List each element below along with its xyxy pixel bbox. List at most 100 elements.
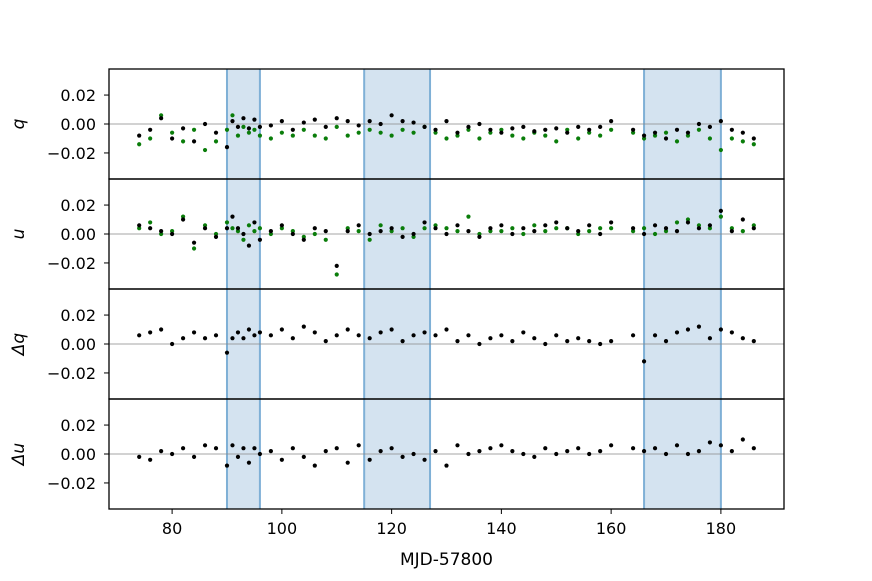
data-point-black [696,226,702,231]
data-point-green [466,214,471,219]
data-point-black [609,339,614,344]
data-point-black [433,449,438,454]
data-point-black [202,336,208,341]
data-point-black [532,454,537,459]
data-point-black [521,451,526,457]
data-point-black [707,223,713,228]
panel-0: 0.02 0.00 −0.02 q [9,68,785,180]
data-point-green [652,231,658,237]
data-point-black [191,240,197,245]
data-point-black [334,116,339,121]
data-point-green [334,124,339,129]
data-point-black [543,446,548,451]
data-point-black [751,226,756,231]
data-point-green [609,226,614,231]
data-point-black [241,231,246,237]
data-point-black [576,336,581,341]
data-point-black [510,126,515,131]
data-point-green [202,223,208,228]
data-point-black [389,226,394,231]
y-axis-label: Δu [9,443,29,468]
data-point-black [301,120,306,125]
y-tick-label: 0.00 [60,225,96,244]
data-point-black [411,333,416,338]
data-point-black [257,451,263,457]
data-point-green [290,229,295,234]
data-point-black [268,229,273,234]
data-point-black [444,327,449,332]
data-point-green [213,139,219,144]
data-point-black [389,113,394,118]
data-point-black [202,121,208,127]
data-point-green [400,127,405,132]
data-point-green [290,133,295,138]
y-tick-label: 0.02 [60,196,96,215]
data-point-black [378,121,383,127]
data-point-black [630,226,636,231]
data-point-black [554,126,559,131]
data-point-green [696,127,702,132]
data-point-black [652,333,658,338]
data-point-black [740,336,745,341]
data-point-green [191,127,197,132]
data-point-green [170,130,175,135]
data-point-black [641,449,647,454]
data-point-green [411,130,416,135]
data-point-black [477,449,482,454]
data-point-green [729,226,734,231]
panels: 0.02 0.00 −0.02 q 0.02 0.00 −0.02 u 0.02 0.00 −0.0… [9,68,785,510]
data-point-black [707,336,713,341]
x-tick-label: 80 [162,519,182,538]
data-point-black [367,457,372,462]
data-point-black [159,229,164,234]
y-tick-label: 0.02 [60,86,96,105]
y-axis-label: q [9,118,29,129]
data-point-black [488,446,493,451]
data-point-black [630,446,636,451]
data-point-black [663,136,669,141]
data-point-black [433,333,438,338]
x-tick-label: 180 [706,519,737,538]
data-point-green [224,127,230,132]
data-point-black [241,336,246,341]
data-point-black [455,130,460,135]
data-point-black [663,451,669,457]
data-point-black [641,359,647,364]
data-point-black [290,446,295,451]
data-point-black [685,327,691,332]
data-point-black [323,229,328,234]
data-point-black [202,226,208,231]
y-axis-label: Δq [9,333,29,358]
data-point-black [554,451,559,457]
data-point-black [674,127,680,132]
data-point-black [252,446,257,451]
data-point-black [246,460,252,465]
data-point-black [235,330,241,335]
data-point-black [356,443,361,448]
data-point-black [411,451,416,457]
y-tick-label: 0.02 [60,306,96,325]
data-point-green [356,229,361,234]
data-point-black [718,208,723,213]
data-point-black [740,217,745,222]
data-point-green [740,229,745,234]
data-point-green [159,231,164,237]
data-point-black [696,324,702,329]
data-point-green [707,226,713,231]
data-point-black [696,121,702,127]
data-point-black [543,127,548,132]
data-point-black [630,333,636,338]
data-point-green [630,130,636,135]
data-point-black [213,446,219,451]
data-point-black [663,226,669,231]
data-point-black [510,231,515,237]
data-point-green [521,136,526,141]
y-tick-label: 0.00 [60,445,96,464]
data-point-green [685,133,691,138]
data-point-green [598,133,603,138]
data-point-black [455,223,460,228]
data-point-black [422,330,427,335]
data-point-black [367,336,372,341]
data-point-black [345,460,350,465]
data-point-black [499,130,504,135]
